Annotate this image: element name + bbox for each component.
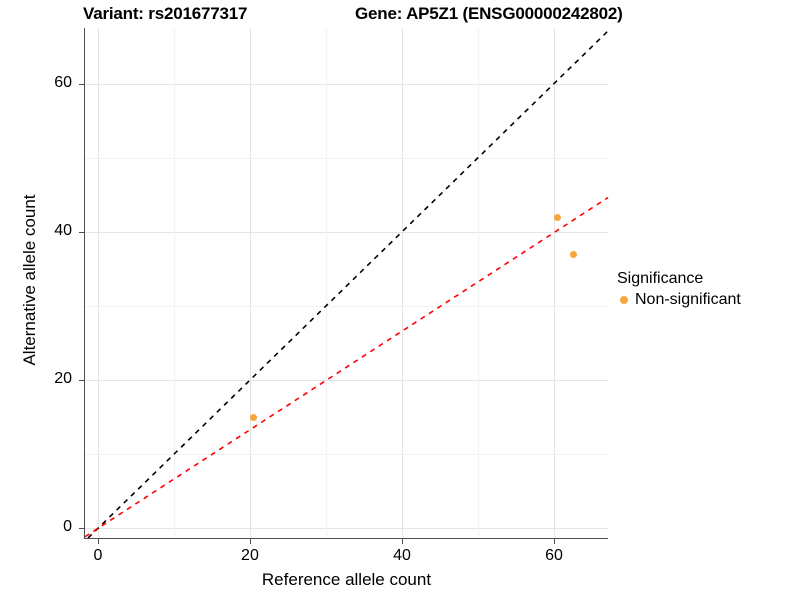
x-tick-60 xyxy=(554,539,556,544)
legend: Significance Non-significant xyxy=(617,270,797,309)
x-tick-label-20: 20 xyxy=(241,547,259,564)
gridline-x-0 xyxy=(97,28,99,538)
gridline-y-50 xyxy=(85,157,608,159)
data-point[interactable] xyxy=(569,250,577,258)
gridline-x-10 xyxy=(173,28,175,538)
x-tick-label-40: 40 xyxy=(393,547,411,564)
data-point[interactable] xyxy=(250,413,258,421)
y-axis-title: Alternative allele count xyxy=(20,194,39,366)
title-row: Variant: rs201677317 Gene: AP5Z1 (ENSG00… xyxy=(0,2,800,26)
x-tick-20 xyxy=(249,539,251,544)
gene-title: Gene: AP5Z1 (ENSG00000242802) xyxy=(355,4,623,23)
gridline-x-20 xyxy=(249,28,251,538)
x-axis-line xyxy=(84,538,608,539)
y-tick-label-60: 60 xyxy=(54,73,72,91)
gridline-x-30 xyxy=(325,28,327,538)
reference-line-identity xyxy=(87,30,609,539)
legend-items: Non-significant xyxy=(617,291,797,309)
gridline-y-30 xyxy=(85,305,608,307)
y-tick-label-0: 0 xyxy=(63,518,72,536)
legend-item-label: Non-significant xyxy=(635,291,741,308)
legend-title: Significance xyxy=(617,270,704,287)
gridline-x-40 xyxy=(401,28,403,538)
legend-item[interactable]: Non-significant xyxy=(620,291,797,309)
x-tick-label-0: 0 xyxy=(93,547,103,564)
y-tick-40 xyxy=(79,231,84,233)
x-axis-title: Reference allele count xyxy=(261,570,432,589)
y-axis-line xyxy=(84,28,85,539)
y-tick-label-20: 20 xyxy=(54,370,72,388)
data-point[interactable] xyxy=(554,213,562,221)
y-tick-20 xyxy=(79,380,84,382)
gridline-y-60 xyxy=(85,83,608,85)
plot-panel xyxy=(84,28,609,539)
y-tick-label-40: 40 xyxy=(54,221,72,239)
reference-line-fitted-ratio xyxy=(84,196,609,538)
variant-title: Variant: rs201677317 xyxy=(83,4,248,23)
gridline-x-60 xyxy=(554,28,556,538)
y-tick-60 xyxy=(79,83,84,85)
gridline-y-20 xyxy=(85,380,608,382)
legend-key-dot-icon xyxy=(620,296,628,304)
x-tick-0 xyxy=(97,539,99,544)
gridline-y-10 xyxy=(85,454,608,456)
y-tick-0 xyxy=(79,528,84,530)
gridline-x-50 xyxy=(478,28,479,538)
gridline-y-0 xyxy=(85,528,608,530)
x-tick-label-60: 60 xyxy=(545,547,563,564)
x-tick-40 xyxy=(401,539,403,544)
gridline-y-40 xyxy=(85,231,608,233)
reference-lines xyxy=(84,30,609,539)
